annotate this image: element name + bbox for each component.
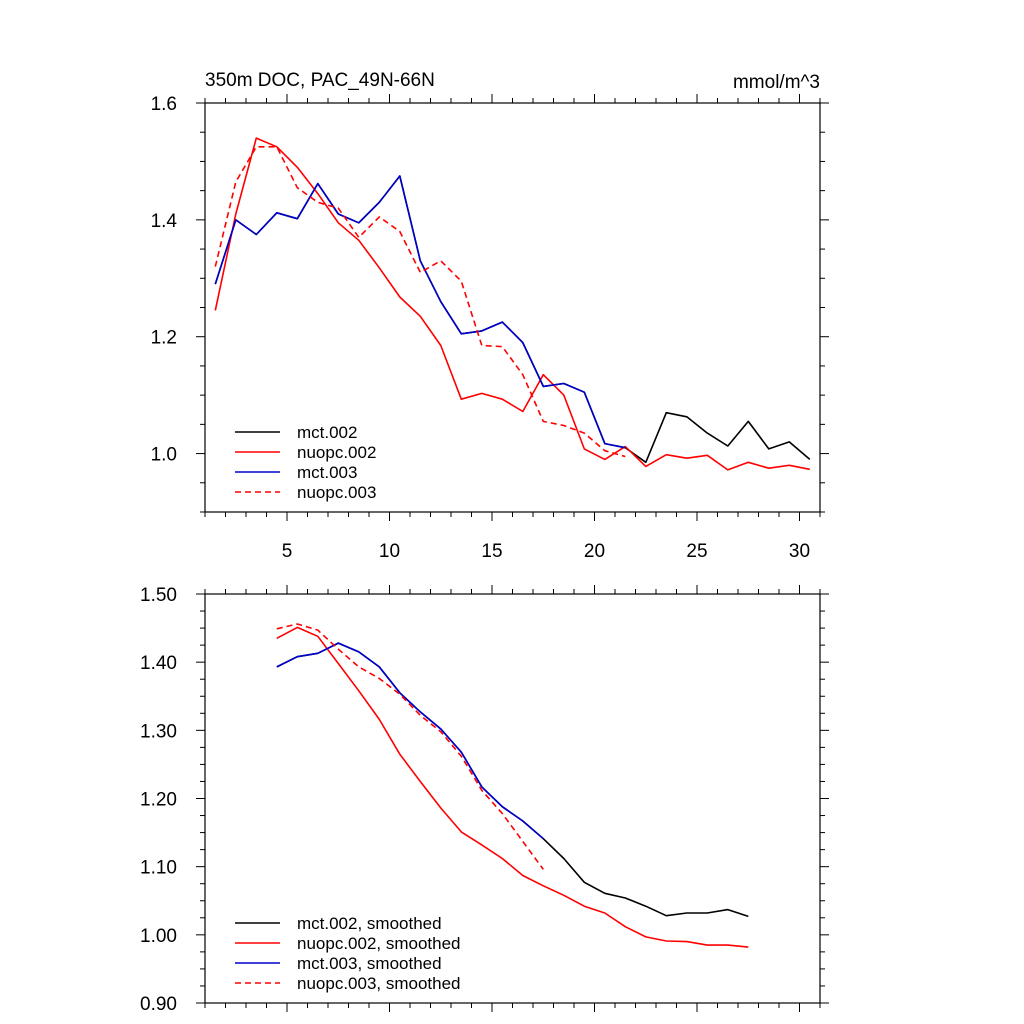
chart-units: mmol/m^3	[733, 72, 820, 93]
y-tick-label: 1.20	[140, 790, 177, 811]
y-tick-label: 1.0	[151, 445, 177, 466]
chart-title: 350m DOC, PAC_49N-66N	[205, 70, 435, 91]
chart-bottom-panel: 0.90 1.00 1.10 1.20 1.30 1.40 1.50 mct.002, smo…	[140, 585, 829, 1015]
legend-label: nuopc.003	[297, 483, 376, 502]
legend-label: nuopc.002	[297, 443, 376, 462]
y-tick-label: 1.4	[151, 211, 178, 232]
series-line-mct-003	[214, 175, 626, 449]
y-tick-label: 1.10	[140, 858, 177, 879]
legend-label: nuopc.003, smoothed	[297, 974, 461, 993]
legend-label: mct.003, smoothed	[297, 954, 442, 973]
x-tick-label: 10	[379, 541, 400, 562]
series-line-nuopc-002	[214, 137, 810, 471]
x-tick-label: 15	[481, 541, 502, 562]
x-tick-label: 30	[789, 541, 810, 562]
y-tick-label: 1.2	[151, 328, 177, 349]
series-line-nuopc-003	[214, 146, 626, 458]
y-tick-label: 1.40	[140, 653, 177, 674]
chart-top-panel: 5 10 15 20 25 30 1.0 1.2 1.4 1.6 350m DOC, PAC_49N…	[151, 70, 829, 562]
y-tick-label: 0.90	[140, 994, 177, 1015]
legend-label: mct.003	[297, 463, 357, 482]
series-line-mct-003-smoothed	[276, 642, 544, 840]
series-line-nuopc-002-smoothed	[276, 626, 749, 948]
legend-label: nuopc.002, smoothed	[297, 934, 461, 953]
x-tick-label: 20	[584, 541, 605, 562]
y-tick-label: 1.6	[151, 94, 177, 115]
legend-label: mct.002	[297, 423, 357, 442]
series-line-mct-002-smoothed	[276, 642, 749, 918]
legend-label: mct.002, smoothed	[297, 914, 442, 933]
x-tick-label: 25	[686, 541, 707, 562]
y-tick-label: 1.50	[140, 585, 177, 606]
series-line-mct-002	[214, 175, 811, 464]
x-tick-label: 5	[282, 541, 293, 562]
y-tick-label: 1.00	[140, 926, 177, 947]
y-tick-label: 1.30	[140, 721, 177, 742]
series-line-nuopc-003-smoothed	[276, 623, 544, 870]
